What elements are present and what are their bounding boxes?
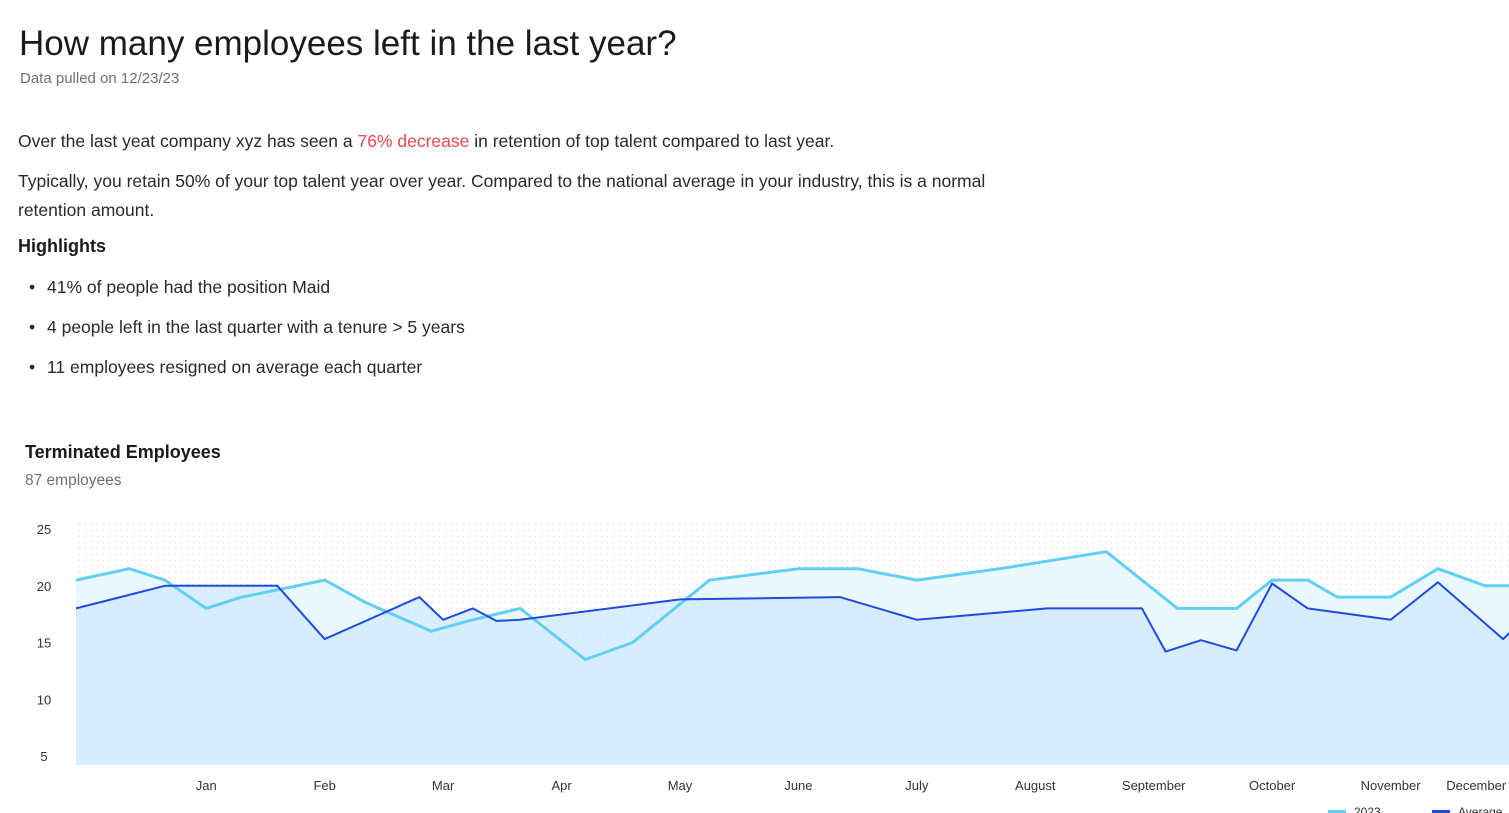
x-tick-label: December xyxy=(1446,778,1507,793)
series-line-average xyxy=(75,581,1509,653)
bullet-icon: • xyxy=(29,277,36,297)
x-tick-label: Feb xyxy=(313,778,335,793)
summary-typical-retention: Typically, you retain 50% of your top ta… xyxy=(18,171,986,220)
x-axis: Jan Feb Mar Apr May June July August September Oc… xyxy=(196,778,1507,793)
chart-legend: 2023 Average xyxy=(1328,805,1503,813)
highlight-text: 4 people left in the last quarter with a… xyxy=(47,317,465,337)
series-lines xyxy=(75,550,1509,661)
series-line-2023 xyxy=(75,550,1509,661)
legend-label-average: Average xyxy=(1458,805,1503,813)
x-tick-label: Apr xyxy=(551,778,572,793)
data-pulled-date: Data pulled on 12/23/23 xyxy=(20,70,180,87)
highlight-text: 41% of people had the position Maid xyxy=(47,277,331,297)
chart-title: Terminated Employees xyxy=(25,442,221,462)
bullet-icon: • xyxy=(29,357,36,377)
page-title: How many employees left in the last year… xyxy=(19,24,677,63)
highlight-text: 11 employees resigned on average each qu… xyxy=(47,357,423,377)
highlights-heading: Highlights xyxy=(18,236,106,256)
chart-subtitle: 87 employees xyxy=(25,472,122,489)
x-tick-label: July xyxy=(905,778,929,793)
highlights-list: • 41% of people had the position Maid • 4 … xyxy=(29,274,465,394)
legend-swatch-average xyxy=(1432,810,1450,813)
summary-retention-change: Over the last yeat company xyz has seen … xyxy=(18,127,834,156)
highlight-item: • 4 people left in the last quarter with … xyxy=(29,314,465,354)
highlight-item: • 41% of people had the position Maid xyxy=(29,274,465,314)
x-tick-label: October xyxy=(1249,778,1296,793)
y-tick-label: 20 xyxy=(37,579,51,594)
y-tick-label: 15 xyxy=(37,636,51,651)
summary-suffix: in retention of top talent compared to l… xyxy=(469,131,835,151)
legend-label-2023: 2023 xyxy=(1354,805,1381,813)
summary-prefix: Over the last yeat company xyz has seen … xyxy=(18,131,358,151)
legend-swatch-2023 xyxy=(1328,810,1346,813)
y-tick-label: 25 xyxy=(37,522,51,537)
x-tick-label: June xyxy=(784,778,812,793)
y-tick-label: 5 xyxy=(40,749,47,764)
x-tick-label: September xyxy=(1122,778,1186,793)
terminated-employees-chart: 5 10 15 20 25 Jan Feb Mar Apr May June July August S… xyxy=(37,519,1509,813)
x-tick-label: November xyxy=(1361,778,1422,793)
x-tick-label: Jan xyxy=(196,778,217,793)
y-axis: 5 10 15 20 25 xyxy=(37,522,51,764)
highlight-item: • 11 employees resigned on average each q… xyxy=(29,354,465,394)
bullet-icon: • xyxy=(29,317,36,337)
series-area-average xyxy=(76,582,1509,765)
x-tick-label: May xyxy=(668,778,693,793)
decrease-highlight: 76% decrease xyxy=(357,131,470,151)
x-tick-label: August xyxy=(1015,778,1056,793)
y-tick-label: 10 xyxy=(37,692,51,707)
x-tick-label: Mar xyxy=(432,778,455,793)
series-areas xyxy=(76,551,1509,765)
